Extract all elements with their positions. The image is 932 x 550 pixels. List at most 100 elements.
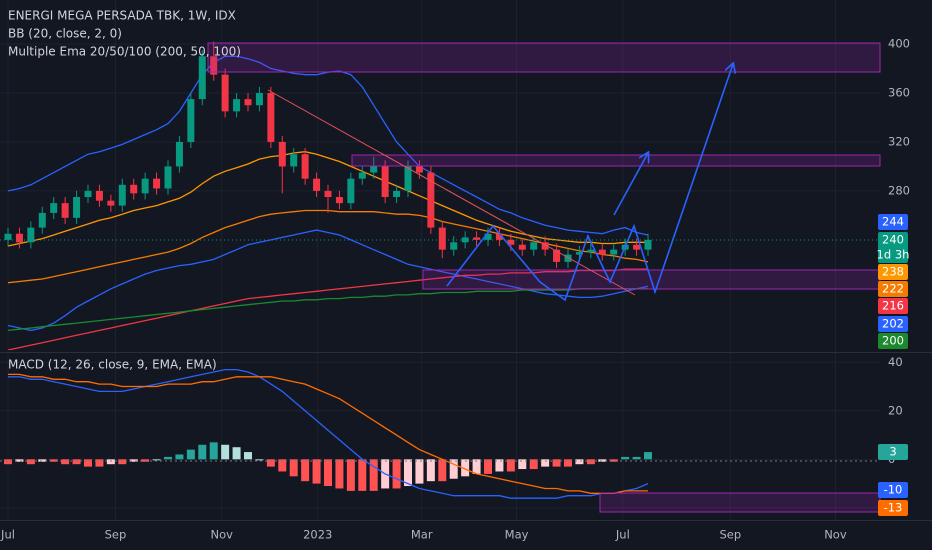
histogram-bar bbox=[15, 459, 24, 462]
histogram-bar bbox=[255, 459, 264, 461]
candle-body bbox=[84, 190, 92, 198]
histogram-bar bbox=[346, 459, 355, 491]
candle-body bbox=[633, 244, 641, 250]
y-tick-label: 40 bbox=[888, 355, 903, 369]
price-tag bbox=[878, 333, 908, 349]
indicator-legend: BB (20, close, 2, 0) bbox=[8, 27, 122, 41]
histogram-bar bbox=[335, 459, 344, 489]
candle-body bbox=[473, 237, 481, 240]
chart-title: ENERGI MEGA PERSADA TBK, 1W, IDX bbox=[8, 9, 236, 23]
candle-body bbox=[415, 166, 423, 173]
y-tick-label: 400 bbox=[888, 37, 910, 51]
price-tag-label: 222 bbox=[882, 282, 904, 296]
histogram-bar bbox=[575, 459, 584, 465]
price-tag-label: 238 bbox=[882, 265, 904, 279]
indicator-legend: Multiple Ema 20/50/100 (200, 50, 100) bbox=[8, 45, 241, 59]
candle-body bbox=[95, 190, 103, 201]
candle-body bbox=[484, 233, 492, 240]
histogram-bar bbox=[598, 459, 607, 462]
histogram-bar bbox=[415, 459, 424, 484]
price-tag-label: 202 bbox=[882, 317, 904, 331]
candle-body bbox=[461, 237, 469, 243]
indicator-line bbox=[7, 288, 648, 332]
zone bbox=[599, 492, 881, 513]
candle-body bbox=[313, 178, 321, 191]
arrow bbox=[613, 153, 648, 216]
x-tick-label: Mar bbox=[411, 528, 433, 542]
histogram-bar bbox=[164, 456, 172, 460]
candle-body bbox=[507, 239, 515, 245]
histogram-bar bbox=[609, 459, 618, 462]
histogram-bar bbox=[404, 459, 412, 487]
candle-body bbox=[301, 154, 309, 179]
histogram-bar bbox=[4, 459, 12, 465]
path-arrow bbox=[446, 64, 733, 302]
candle-body bbox=[118, 184, 126, 206]
candle-body bbox=[198, 56, 206, 100]
candle-body bbox=[427, 172, 435, 228]
countdown: 1d 3h bbox=[877, 248, 910, 262]
x-tick-label: Sep bbox=[105, 528, 127, 542]
price-tag bbox=[878, 281, 908, 297]
histogram-bar bbox=[61, 459, 70, 465]
histogram-bar bbox=[324, 459, 332, 487]
candle-body bbox=[210, 56, 218, 75]
indicator-line bbox=[8, 368, 649, 499]
value-tag-label: -13 bbox=[884, 501, 903, 515]
candle-body bbox=[164, 166, 172, 189]
candle-body bbox=[187, 99, 195, 142]
candle-body bbox=[393, 190, 401, 198]
histogram-bar bbox=[506, 459, 515, 472]
histogram-bar bbox=[278, 459, 287, 472]
candle-body bbox=[404, 166, 412, 191]
histogram-bar bbox=[186, 449, 195, 460]
price-tag-label: 200 bbox=[882, 334, 904, 348]
candle-body bbox=[324, 190, 332, 198]
histogram-bar bbox=[358, 459, 367, 491]
candle-body bbox=[175, 141, 183, 167]
candle-body bbox=[587, 249, 595, 253]
histogram-bar bbox=[312, 459, 321, 484]
candle-body bbox=[27, 227, 35, 243]
candle-body bbox=[130, 184, 138, 194]
histogram-bar bbox=[26, 459, 35, 465]
y-tick-label: 280 bbox=[888, 183, 910, 197]
candle-body bbox=[553, 249, 561, 262]
histogram-bar bbox=[586, 459, 595, 465]
candle-body bbox=[233, 99, 241, 112]
histogram-bar bbox=[644, 452, 652, 460]
candle-body bbox=[335, 197, 343, 204]
y-tick-label: 360 bbox=[888, 86, 910, 100]
candle-body bbox=[347, 178, 355, 204]
x-tick-label: 2023 bbox=[303, 528, 332, 542]
candle-body bbox=[381, 166, 389, 198]
value-tag bbox=[878, 482, 908, 498]
x-tick-label: May bbox=[505, 528, 529, 542]
histogram-bar bbox=[632, 456, 641, 460]
histogram-bar bbox=[49, 459, 58, 462]
candle-body bbox=[438, 227, 446, 250]
histogram-bar bbox=[38, 459, 47, 462]
candle-body bbox=[610, 249, 618, 255]
histogram-bar bbox=[369, 459, 378, 491]
candle-body bbox=[518, 244, 526, 250]
candle-body bbox=[38, 212, 46, 228]
histogram-bar bbox=[84, 459, 92, 467]
price-tag bbox=[878, 316, 908, 332]
indicator-line bbox=[7, 151, 648, 247]
value-tag-label: 3 bbox=[889, 445, 896, 459]
zone bbox=[207, 42, 881, 73]
histogram-bar bbox=[518, 459, 527, 470]
indicator-line bbox=[8, 373, 648, 494]
indicator-line bbox=[7, 268, 648, 350]
price-tag bbox=[878, 232, 908, 263]
histogram-bar bbox=[472, 459, 481, 474]
histogram-bar bbox=[289, 459, 298, 477]
trend-line bbox=[267, 89, 636, 296]
x-tick-label: Nov bbox=[824, 528, 847, 542]
candle-body bbox=[50, 203, 58, 213]
tags: 244 240 238 222 216 202 200 1d 3h 3 -10 -13 bbox=[877, 214, 910, 516]
histogram-bar bbox=[426, 459, 435, 482]
